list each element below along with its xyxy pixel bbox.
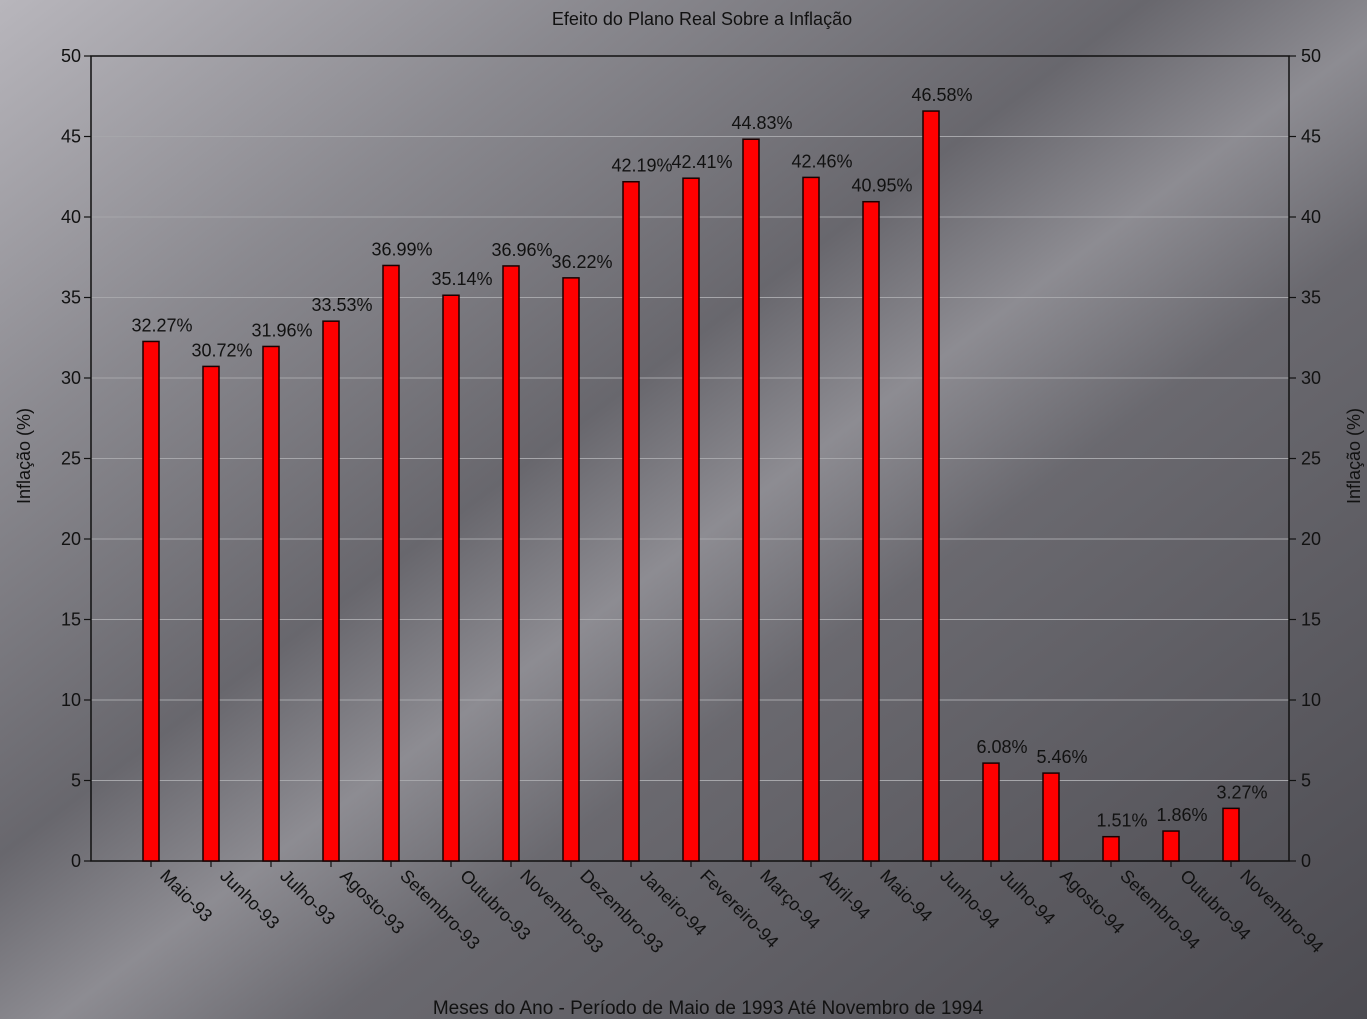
y-tick-label: 0	[71, 851, 81, 871]
y-tick-label-right: 50	[1301, 46, 1321, 66]
y-tick-label: 25	[61, 449, 81, 469]
bar-janeiro-94	[622, 180, 640, 862]
data-label: 1.86%	[1156, 805, 1207, 825]
data-labels: 32.27% 30.72%31.96% 33.53% 36.99% 35.14% 36.9…	[131, 85, 1267, 831]
data-label: 32.27%	[131, 315, 192, 335]
chart-title: Efeito do Plano Real Sobre a Inflação	[552, 9, 852, 29]
bar-agosto-94	[1042, 772, 1060, 862]
bar-agosto-93	[322, 320, 340, 862]
data-label: 42.19%	[611, 156, 672, 176]
bar-maio-94	[862, 200, 880, 862]
data-label: 31.96%	[251, 320, 312, 340]
data-label: 36.22%	[551, 252, 612, 272]
data-label: 42.46%	[791, 151, 852, 171]
y-tick-label-right: 15	[1301, 610, 1321, 630]
data-label: 46.58%	[911, 85, 972, 105]
y-tick-label: 35	[61, 288, 81, 308]
bar-julho-93	[262, 345, 280, 862]
data-label: 3.27%	[1216, 782, 1267, 802]
bar-julho-94	[982, 762, 1000, 862]
y-tick-label: 40	[61, 207, 81, 227]
y-tick-label-right: 5	[1301, 771, 1311, 791]
bar-setembro-94	[1102, 835, 1120, 862]
bar-maio-93	[142, 340, 160, 862]
y-axis-label-right: Inflação (%)	[1344, 408, 1364, 504]
data-label: 6.08%	[976, 737, 1027, 757]
data-label: 1.51%	[1096, 811, 1147, 831]
y-tick-label-right: 20	[1301, 529, 1321, 549]
bar-novembro-93	[502, 265, 520, 862]
y-tick-label: 15	[61, 610, 81, 630]
bar-fevereiro-94	[682, 177, 700, 862]
y-tick-label: 20	[61, 529, 81, 549]
y-tick-label: 45	[61, 127, 81, 147]
y-tick-label-right: 40	[1301, 207, 1321, 227]
x-axis-label: Meses do Ano - Período de Maio de 1993 A…	[433, 998, 984, 1019]
bar-março-94	[742, 138, 760, 862]
y-axis-left: 0 5 10 15 20 25 30 35 40 45 50	[61, 46, 91, 871]
y-tick-label-right: 25	[1301, 449, 1321, 469]
bar-junho-94	[922, 110, 940, 862]
data-label: 44.83%	[731, 113, 792, 133]
data-label: 35.14%	[431, 269, 492, 289]
data-label: 36.99%	[371, 239, 432, 259]
bar-dezembro-93	[562, 277, 580, 862]
bar-junho-93	[202, 365, 220, 862]
data-label: 33.53%	[311, 295, 372, 315]
bar-outubro-93	[442, 294, 460, 862]
y-tick-label-right: 35	[1301, 288, 1321, 308]
y-axis-right: 0 5 10 15 20 25 30 35 40 45 50	[1289, 46, 1321, 871]
data-label: 42.41%	[671, 152, 732, 172]
data-label: 36.96%	[491, 240, 552, 260]
data-label: 40.95%	[851, 176, 912, 196]
bars	[142, 110, 1240, 862]
y-axis-label-left: Inflação (%)	[14, 408, 34, 504]
data-label: 5.46%	[1036, 747, 1087, 767]
y-tick-label: 10	[61, 690, 81, 710]
y-tick-label-right: 0	[1301, 851, 1311, 871]
y-tick-label: 30	[61, 368, 81, 388]
bar-novembro-94	[1222, 807, 1240, 862]
data-label: 30.72%	[191, 340, 252, 360]
y-tick-label: 50	[61, 46, 81, 66]
bar-abril-94	[802, 176, 820, 862]
bar-setembro-93	[382, 264, 400, 862]
y-tick-label: 5	[71, 771, 81, 791]
bar-outubro-94	[1162, 830, 1180, 862]
y-tick-label-right: 45	[1301, 127, 1321, 147]
y-tick-label-right: 30	[1301, 368, 1321, 388]
y-tick-label-right: 10	[1301, 690, 1321, 710]
